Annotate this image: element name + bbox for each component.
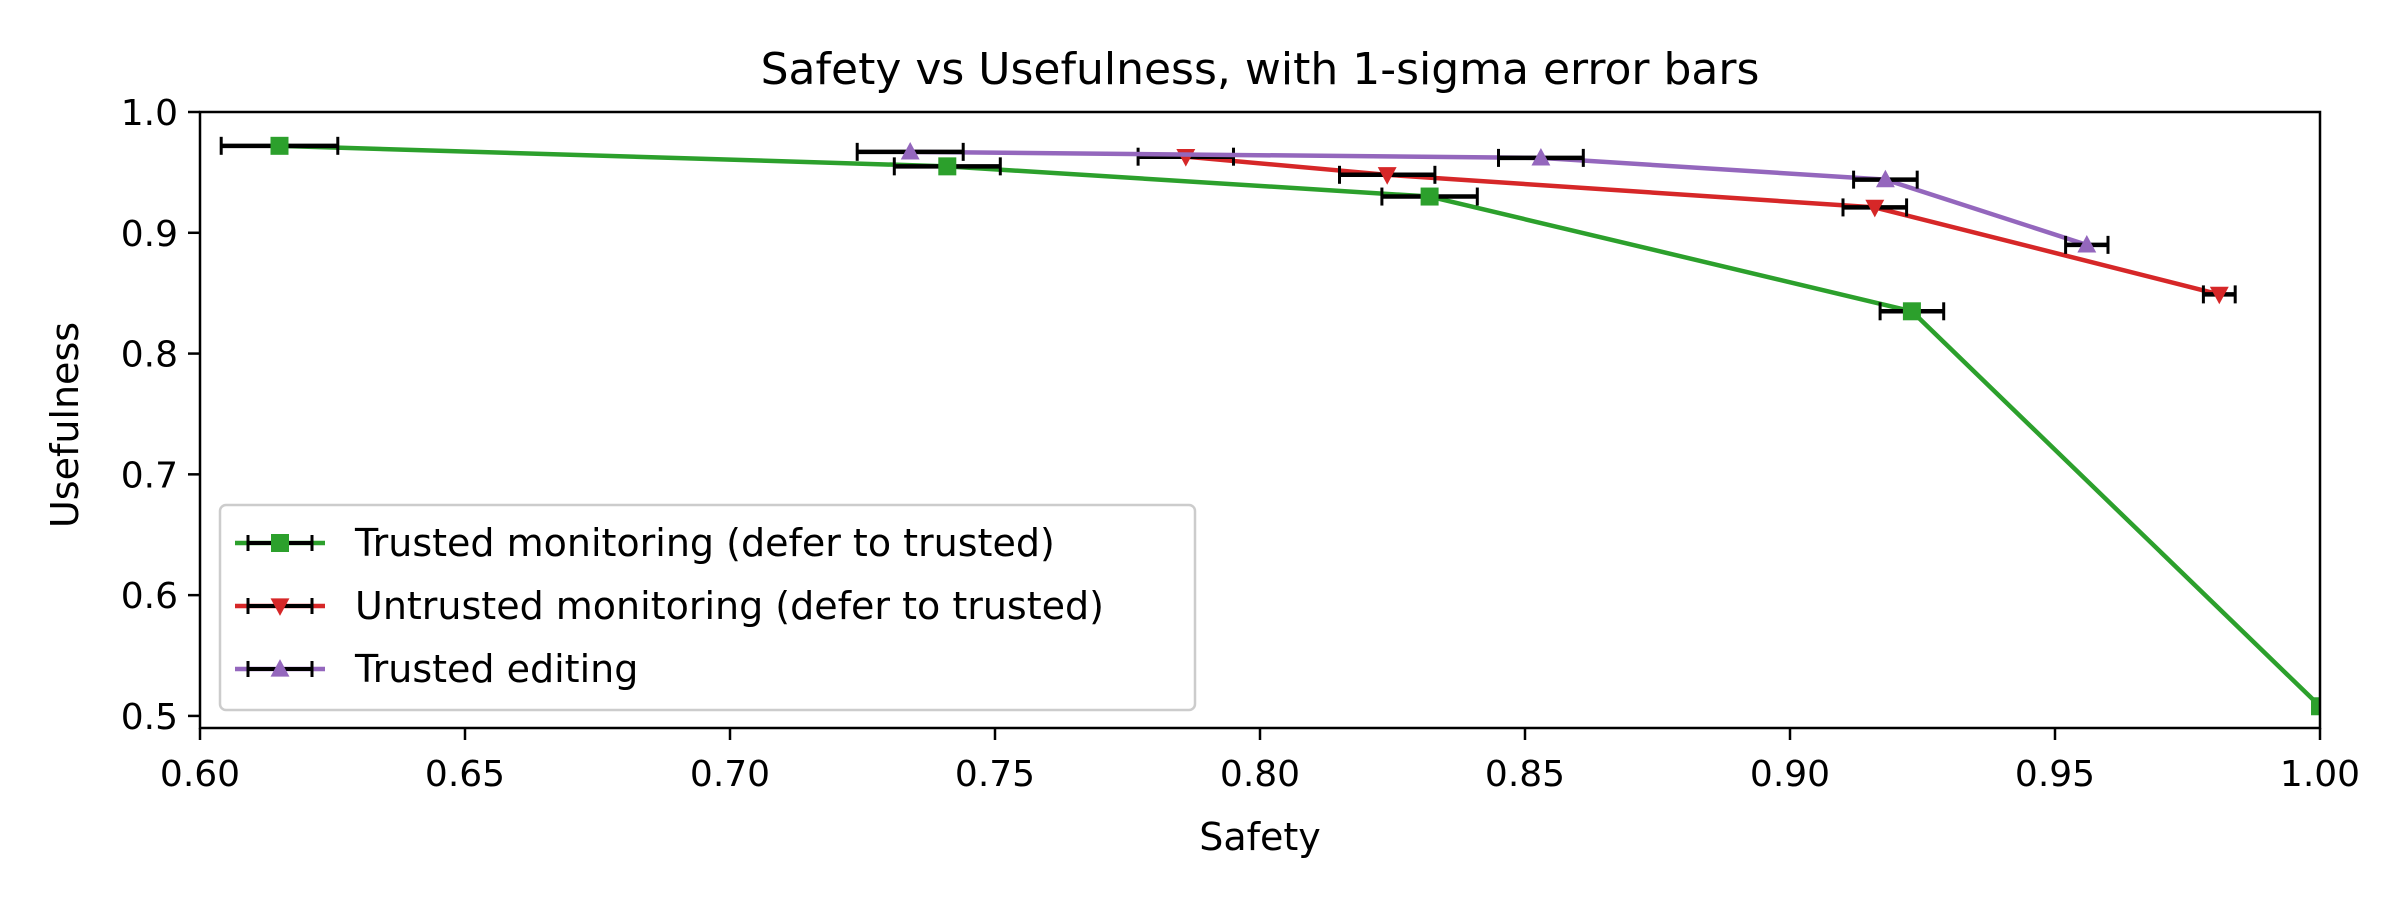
legend-item: Untrusted monitoring (defer to trusted): [235, 584, 1104, 628]
series-line: [1185, 154, 2220, 297]
legend-label: Trusted editing: [354, 647, 638, 691]
legend-marker: [270, 659, 290, 677]
data-point: [2077, 234, 2097, 253]
chart-title: Safety vs Usefulness, with 1-sigma error…: [761, 44, 1760, 95]
x-tick-label: 0.70: [690, 754, 770, 795]
series-1: [1136, 147, 2237, 305]
legend-marker: [271, 534, 289, 552]
y-tick-label: 0.9: [121, 214, 178, 255]
series-0: [219, 136, 2320, 716]
plot-frame: [198, 110, 2322, 730]
x-tick-label: 0.95: [2015, 754, 2095, 795]
x-tick-label: 0.80: [1220, 754, 1300, 795]
data-point: [270, 136, 289, 155]
x-tick-label: 1.00: [2280, 754, 2360, 795]
series-layer: [219, 136, 2320, 716]
y-tick-label: 1.0: [121, 93, 178, 134]
axis-ticks: 0.60 0.65 0.70 0.75 0.80 0.85 0.90 0.95 1.00 0.5 0…: [121, 93, 2360, 795]
x-tick-label: 0.65: [425, 754, 505, 795]
data-point: [1377, 167, 1397, 185]
data-point: [1420, 187, 1439, 206]
legend: Trusted monitoring (defer to trusted) Unt…: [218, 503, 1197, 712]
data-point: [1902, 302, 1921, 321]
y-tick-label: 0.7: [121, 455, 178, 496]
legend-box: [218, 503, 1197, 712]
data-point: [1875, 169, 1895, 188]
legend-item: Trusted editing: [235, 647, 638, 691]
data-point: [938, 157, 957, 176]
legend-marker: [270, 598, 290, 616]
legend-label: Untrusted monitoring (defer to trusted): [355, 584, 1104, 628]
x-tick-label: 0.90: [1750, 754, 1830, 795]
y-tick-label: 0.6: [121, 576, 178, 617]
x-tick-label: 0.75: [955, 754, 1035, 795]
data-point: [900, 141, 920, 160]
data-point: [1531, 147, 1551, 166]
data-point: [1865, 199, 1885, 218]
legend-label: Trusted monitoring (defer to trusted): [354, 521, 1055, 565]
series-line: [910, 149, 2088, 248]
series-2: [855, 141, 2110, 254]
x-tick-label: 0.60: [160, 754, 240, 795]
data-point: [2311, 697, 2320, 716]
y-tick-label: 0.8: [121, 335, 178, 376]
legend-item: Trusted monitoring (defer to trusted): [235, 521, 1055, 565]
data-point: [2209, 286, 2229, 305]
y-tick-label: 0.5: [121, 697, 178, 738]
x-tick-label: 0.85: [1485, 754, 1565, 795]
plot-area: [219, 136, 2320, 716]
x-axis-label: Safety: [1199, 815, 1321, 859]
y-axis-label: Usefulness: [43, 322, 87, 528]
